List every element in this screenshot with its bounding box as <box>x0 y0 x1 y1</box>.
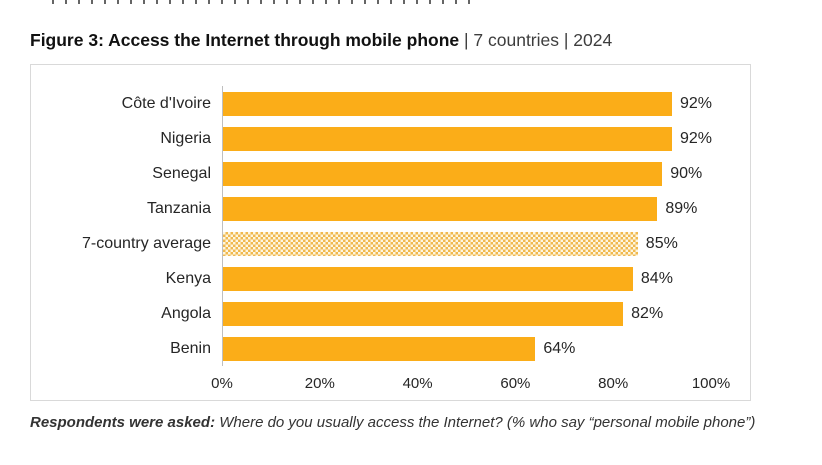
chart-row: Côte d'Ivoire 92% <box>31 86 750 121</box>
figure-title-bold: Figure 3: Access the Internet through mo… <box>30 30 460 50</box>
chart-row: Senegal 90% <box>31 156 750 191</box>
bar-track: 84% <box>222 261 711 296</box>
value-label: 92% <box>679 129 712 147</box>
value-label: 90% <box>670 164 703 182</box>
cropped-text-remnant <box>52 0 472 4</box>
bar <box>223 126 672 151</box>
value-label: 64% <box>543 339 576 357</box>
value-label: 89% <box>665 199 698 217</box>
bar <box>223 91 672 116</box>
chart-row: Benin 64% <box>31 331 750 366</box>
bar <box>223 161 663 186</box>
bar-track: 92% <box>222 86 712 121</box>
category-label: Nigeria <box>160 129 211 147</box>
caption-question: Where do you usually access the Internet… <box>215 414 756 431</box>
bar <box>223 336 536 361</box>
category-label: Senegal <box>152 164 211 182</box>
chart-row: Kenya 84% <box>31 261 750 296</box>
bar-track: 90% <box>222 156 711 191</box>
bar-track: 92% <box>222 121 712 156</box>
category-label: Côte d'Ivoire <box>121 94 211 112</box>
x-tick-label: 20% <box>304 375 335 392</box>
x-axis: 0% 20% 40% 60% 80% 100% <box>211 366 730 400</box>
x-tick-label: 40% <box>402 375 433 392</box>
bar <box>223 266 633 291</box>
figure-title-meta: | 7 countries | 2024 <box>459 30 613 50</box>
category-label: Angola <box>161 304 211 322</box>
bar-track: 85% <box>222 226 711 261</box>
category-label: 7-country average <box>82 234 211 252</box>
category-label: Benin <box>170 339 211 357</box>
value-label: 85% <box>645 234 678 252</box>
caption-lead-in: Respondents were asked: <box>30 414 216 431</box>
value-label: 92% <box>679 94 712 112</box>
chart-row: Angola 82% <box>31 296 750 331</box>
bar-track: 89% <box>222 191 711 226</box>
bar-track: 64% <box>222 331 711 366</box>
category-label: Kenya <box>165 269 211 287</box>
average-bar <box>223 231 638 256</box>
chart-rows: Côte d'Ivoire 92% Nigeria 92% Senegal 90% Tanz… <box>31 86 750 366</box>
x-tick-label: 100% <box>691 375 731 392</box>
bar <box>223 196 658 221</box>
chart-row: 7-country average 85% <box>31 226 750 261</box>
bar-track: 82% <box>222 296 711 331</box>
value-label: 84% <box>640 269 673 287</box>
chart-row: Tanzania 89% <box>31 191 750 226</box>
category-label: Tanzania <box>146 199 211 217</box>
bar <box>223 301 624 326</box>
x-tick-label: 80% <box>598 375 629 392</box>
figure-title: Figure 3: Access the Internet through mo… <box>30 28 800 52</box>
x-tick-label: 0% <box>211 375 233 392</box>
x-tick-label: 60% <box>500 375 531 392</box>
value-label: 82% <box>631 304 664 322</box>
chart-caption: Respondents were asked: Where do you usu… <box>30 412 782 433</box>
chart-row: Nigeria 92% <box>31 121 750 156</box>
chart-panel: Côte d'Ivoire 92% Nigeria 92% Senegal 90% Tanz… <box>30 64 751 401</box>
